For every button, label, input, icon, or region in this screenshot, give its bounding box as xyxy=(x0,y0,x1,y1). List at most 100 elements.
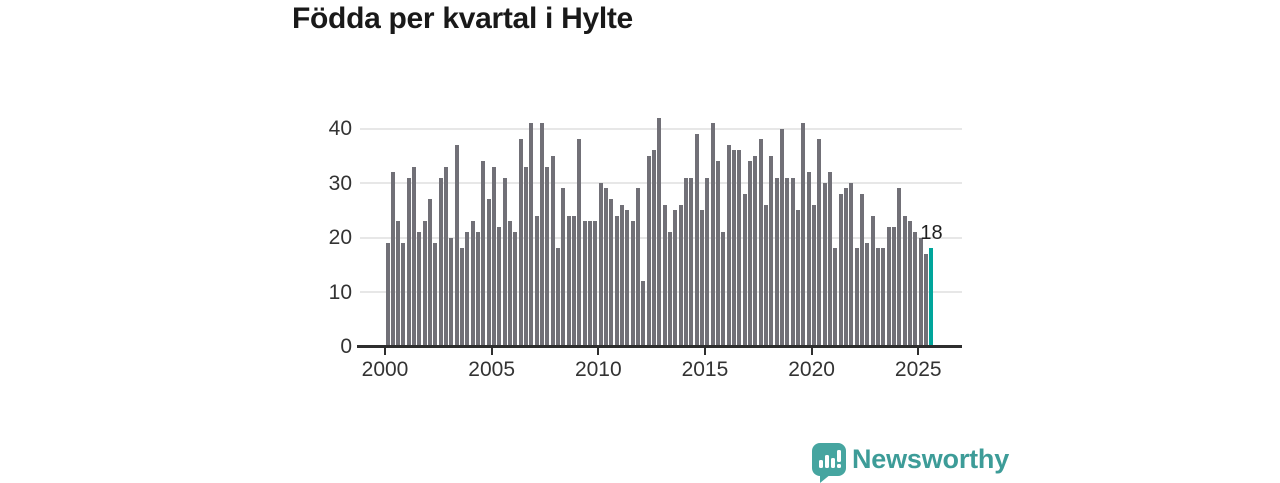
bar xyxy=(881,248,886,347)
bar xyxy=(716,161,721,347)
bar xyxy=(486,199,491,347)
bar xyxy=(470,221,475,347)
bar xyxy=(497,226,502,347)
x-axis-tick-label: 2020 xyxy=(788,357,835,381)
bar xyxy=(838,193,843,347)
newsworthy-wordmark: Newsworthy xyxy=(852,444,1010,474)
logo-exclamation-dot-icon xyxy=(837,464,841,468)
highlighted-bar xyxy=(929,248,934,347)
bar xyxy=(780,128,785,347)
bar xyxy=(465,232,470,347)
bar xyxy=(705,177,710,347)
bar xyxy=(844,188,849,347)
y-axis-tick-label: 40 xyxy=(328,117,352,140)
bar xyxy=(438,177,443,347)
logo-exclamation-icon xyxy=(837,450,841,462)
bar xyxy=(790,177,795,347)
bar xyxy=(806,172,811,347)
bar xyxy=(577,139,582,347)
y-axis-tick-label: 0 xyxy=(340,335,352,358)
bar xyxy=(902,215,907,347)
bar xyxy=(614,215,619,347)
logo-bubble-tail-icon xyxy=(820,474,831,483)
bar xyxy=(572,215,577,347)
bar xyxy=(924,253,929,347)
bar xyxy=(886,226,891,347)
bar xyxy=(742,193,747,347)
bar xyxy=(620,204,625,347)
x-axis-line xyxy=(357,345,962,348)
bar xyxy=(812,204,817,347)
bar xyxy=(593,221,598,347)
bar xyxy=(748,161,753,347)
bar xyxy=(550,155,555,347)
bar xyxy=(668,232,673,347)
x-axis-tick xyxy=(597,348,600,355)
bar xyxy=(390,172,395,347)
bar xyxy=(396,221,401,347)
bar xyxy=(913,232,918,347)
x-axis-tick xyxy=(384,348,386,355)
bar xyxy=(897,188,902,347)
y-axis-tick-label: 20 xyxy=(328,226,352,249)
bar xyxy=(710,123,715,347)
last-value-label: 18 xyxy=(920,222,943,245)
bar xyxy=(700,210,705,347)
bar xyxy=(892,226,897,347)
bar xyxy=(444,166,449,347)
x-axis-tick-label: 2025 xyxy=(894,357,942,381)
x-axis-tick xyxy=(917,348,920,355)
bar xyxy=(764,204,769,347)
bar xyxy=(566,215,571,347)
bar xyxy=(412,166,417,347)
bar xyxy=(646,155,651,347)
bar xyxy=(524,166,529,347)
bar xyxy=(609,199,614,347)
bar xyxy=(428,199,433,347)
bar xyxy=(556,248,561,347)
bar xyxy=(822,183,827,347)
bar xyxy=(721,232,726,347)
bar xyxy=(588,221,593,347)
bar xyxy=(529,123,534,347)
bar xyxy=(918,237,923,347)
bar xyxy=(908,221,913,347)
bar xyxy=(630,221,635,347)
bar xyxy=(817,139,822,347)
bar xyxy=(684,177,689,347)
bar xyxy=(513,232,518,347)
logo-chart-bar-icon xyxy=(819,460,823,468)
bar xyxy=(785,177,790,347)
bar xyxy=(476,232,481,347)
logo-chart-bar-icon xyxy=(825,455,829,468)
bar xyxy=(582,221,587,347)
bar xyxy=(561,188,566,347)
bar xyxy=(502,177,507,347)
bar xyxy=(449,237,454,347)
bar xyxy=(598,183,603,347)
bar xyxy=(662,204,667,347)
bar xyxy=(385,242,390,347)
bar xyxy=(406,177,411,347)
bar xyxy=(433,242,438,347)
bar xyxy=(545,166,550,347)
bar xyxy=(774,177,779,347)
bar xyxy=(657,117,662,347)
bar xyxy=(422,221,427,347)
bar xyxy=(417,232,422,347)
bar xyxy=(870,215,875,347)
bar xyxy=(849,183,854,347)
bar xyxy=(492,166,497,347)
bar xyxy=(796,210,801,347)
bar xyxy=(678,204,683,347)
bar xyxy=(518,139,523,347)
bar xyxy=(865,242,870,347)
bar xyxy=(460,248,465,347)
bar xyxy=(689,177,694,347)
bar xyxy=(833,248,838,347)
x-axis-tick-label: 2010 xyxy=(574,357,622,381)
bar xyxy=(454,144,459,347)
bar xyxy=(737,150,742,347)
bar xyxy=(534,215,539,347)
